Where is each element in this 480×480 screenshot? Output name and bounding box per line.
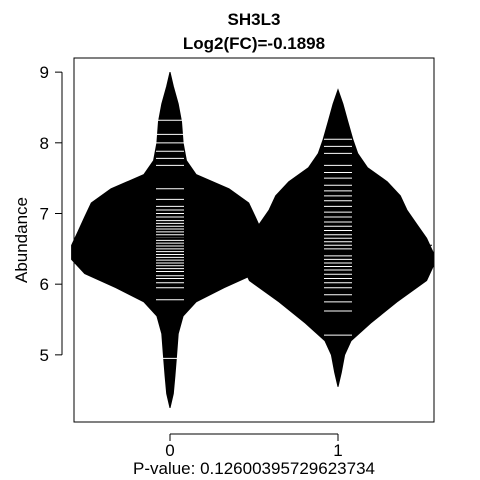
y-axis: 5 6 7 8 9 — [40, 63, 63, 365]
y-tick-label: 9 — [40, 63, 49, 82]
y-tick-label: 8 — [40, 134, 49, 153]
x-tick-label: 0 — [165, 441, 174, 460]
y-tick-label: 5 — [40, 346, 49, 365]
chart-subtitle: Log2(FC)=-0.1898 — [183, 34, 325, 53]
beans-layer — [71, 71, 434, 409]
x-tick-label: 1 — [333, 441, 342, 460]
plot-frame — [73, 57, 435, 423]
y-tick-label: 6 — [40, 275, 49, 294]
y-tick-label: 7 — [40, 204, 49, 223]
chart-title: SH3L3 — [228, 10, 281, 29]
x-axis-label: P-value: 0.12600395729623734 — [133, 459, 375, 478]
y-axis-label: Abundance — [12, 197, 31, 283]
